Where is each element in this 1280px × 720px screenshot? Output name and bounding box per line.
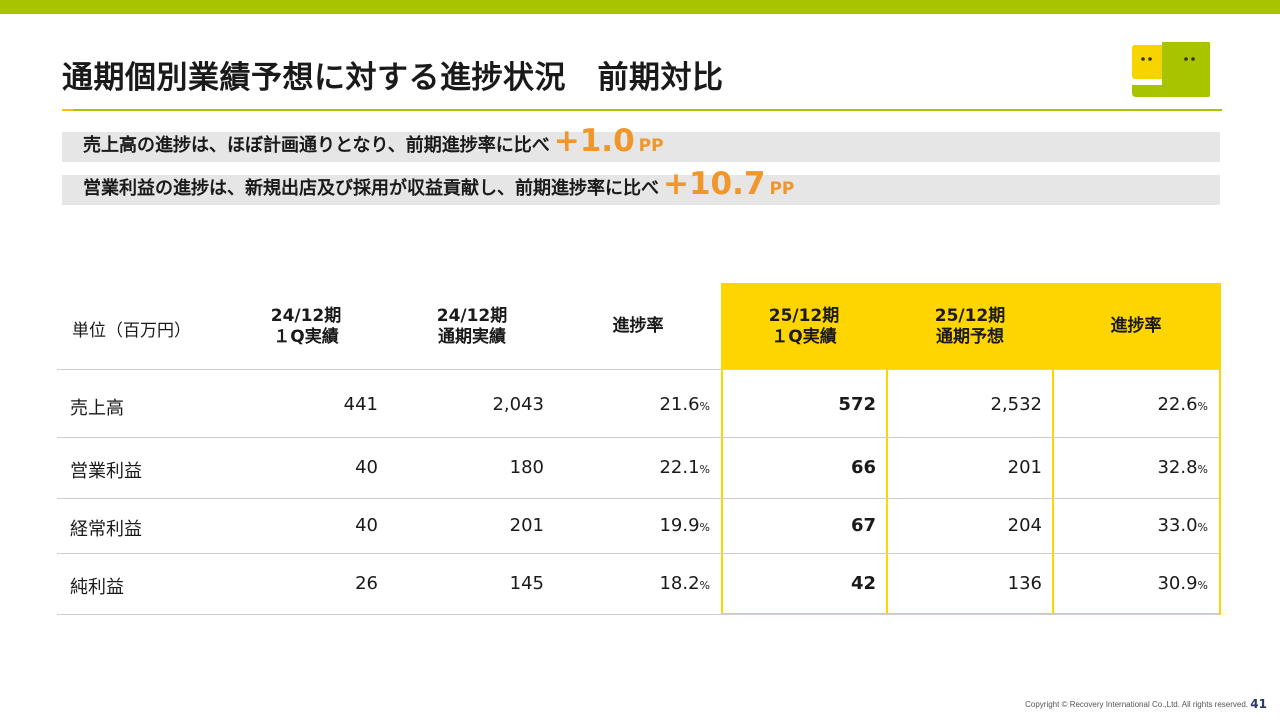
title-divider	[62, 109, 1222, 111]
summary-sales-text: 売上高の進捗は、ほぼ計画通りとなり、前期進捗率に比べ	[83, 135, 550, 156]
summary-operating-profit: 営業利益の進捗は、新規出店及び採用が収益貢献し、前期進捗率に比べ +10.7 PP	[62, 166, 1220, 205]
summary-sales: 売上高の進捗は、ほぼ計画通りとなり、前期進捗率に比べ +1.0 PP	[62, 123, 1220, 162]
summary-op-value: +10.7	[663, 166, 766, 202]
table-row-rule	[57, 437, 1219, 438]
summary-sales-value: +1.0	[553, 123, 635, 159]
page-number: 41	[1250, 697, 1267, 711]
summary-sales-unit: PP	[638, 136, 664, 156]
table-cell: 26	[355, 573, 378, 594]
copyright-text: Copyright © Recovery International Co.,L…	[1025, 700, 1248, 709]
row-label-ordinary-profit: 経常利益	[70, 519, 142, 540]
highlight-header-band	[721, 283, 1219, 369]
table-cell: 18.2%	[659, 573, 710, 594]
table-cell: 33.0%	[1157, 515, 1208, 536]
table-cell: 136	[1007, 573, 1042, 594]
table-cell: 201	[509, 515, 544, 536]
table-cell: 204	[1007, 515, 1042, 536]
col-header-25-progress: 進捗率	[1110, 316, 1162, 336]
table-cell: 572	[838, 394, 876, 415]
table-cell: 21.6%	[659, 394, 710, 415]
company-logo-icon	[1132, 42, 1210, 97]
table-cell: 30.9%	[1157, 573, 1208, 594]
table-cell: 22.6%	[1157, 394, 1208, 415]
row-label-sales: 売上高	[70, 398, 124, 419]
table-cell: 42	[850, 573, 876, 594]
col-header-25-1q: 25/12期 １Q実績	[768, 306, 840, 347]
table-cell: 441	[343, 394, 378, 415]
page-title: 通期個別業績予想に対する進捗状況 前期対比	[62, 60, 724, 96]
table-cell: 201	[1007, 457, 1042, 478]
col-header-24-1q: 24/12期 １Q実績	[270, 306, 342, 347]
table-cell: 32.8%	[1157, 457, 1208, 478]
summary-op-unit: PP	[769, 179, 795, 199]
col-header-25-forecast: 25/12期 通期予想	[934, 306, 1006, 347]
col-header-24-full: 24/12期 通期実績	[436, 306, 508, 347]
table-cell: 2,043	[492, 394, 544, 415]
highlight-divider	[1052, 369, 1054, 613]
table-cell: 40	[355, 515, 378, 536]
highlight-divider	[886, 369, 888, 613]
summary-op-text: 営業利益の進捗は、新規出店及び採用が収益貢献し、前期進捗率に比べ	[83, 178, 659, 199]
table-header-rule	[57, 369, 1219, 370]
table-row-rule	[57, 553, 1219, 554]
table-cell: 2,532	[990, 394, 1042, 415]
table-row-rule	[57, 498, 1219, 499]
table-row-rule	[57, 614, 1219, 615]
table-cell: 22.1%	[659, 457, 710, 478]
table-cell: 145	[509, 573, 544, 594]
row-label-operating-profit: 営業利益	[70, 461, 142, 482]
title-divider-accent	[62, 109, 74, 111]
table-cell: 66	[850, 457, 876, 478]
table-cell: 19.9%	[659, 515, 710, 536]
unit-label: 単位（百万円）	[72, 321, 191, 341]
top-accent-bar	[0, 0, 1280, 14]
col-header-24-progress: 進捗率	[612, 316, 664, 336]
table-cell: 180	[509, 457, 544, 478]
table-cell: 40	[355, 457, 378, 478]
row-label-net-profit: 純利益	[70, 577, 124, 598]
table-cell: 67	[850, 515, 876, 536]
